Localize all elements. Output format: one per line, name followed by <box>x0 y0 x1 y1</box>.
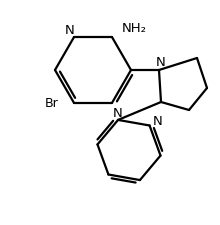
Text: NH₂: NH₂ <box>121 22 147 34</box>
Text: N: N <box>153 115 162 127</box>
Text: Br: Br <box>45 97 59 110</box>
Text: N: N <box>156 55 166 68</box>
Text: N: N <box>65 23 75 36</box>
Text: N: N <box>113 107 123 120</box>
